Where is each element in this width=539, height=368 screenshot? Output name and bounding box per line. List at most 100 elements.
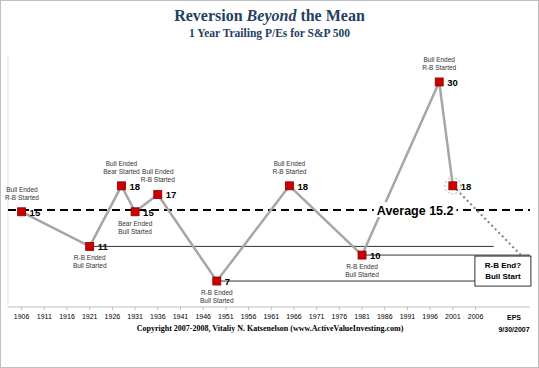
marker xyxy=(213,277,221,285)
data-label: 18 xyxy=(297,181,308,192)
marker xyxy=(435,78,443,86)
x-tick-label: 1961 xyxy=(263,313,279,320)
x-tick-label: 1916 xyxy=(59,313,75,320)
marker xyxy=(358,251,366,259)
point-note: Bull Ended xyxy=(142,168,174,175)
data-label: 30 xyxy=(447,77,458,88)
y-axis xyxy=(8,56,9,307)
x-tick xyxy=(271,307,272,310)
x-tick xyxy=(452,307,453,310)
data-label: 7 xyxy=(225,276,230,287)
reference-label: Average 15.2 xyxy=(377,204,454,218)
projection-start xyxy=(445,178,461,194)
point-note: Bull Started xyxy=(73,262,107,269)
x-tick xyxy=(430,307,431,310)
end-note: Bull Start xyxy=(485,272,521,281)
x-tick xyxy=(203,307,204,310)
x-tick xyxy=(67,307,68,310)
copyright: Copyright 2007-2008, Vitaliy N. Katsenel… xyxy=(137,324,404,333)
series-line xyxy=(22,82,453,281)
x-tick-label: 1931 xyxy=(127,313,143,320)
point-note: R-B Started xyxy=(5,194,39,201)
point-note: R-B Ended xyxy=(346,263,378,270)
x-tick-label: 1966 xyxy=(286,313,302,320)
reference-label-bg xyxy=(374,202,457,217)
x-tick-label: 1911 xyxy=(37,313,52,320)
data-label: 18 xyxy=(461,181,472,192)
x-tick-label: 1926 xyxy=(105,313,121,320)
chart: Reversion Beyond the Mean 1 Year Trailing… xyxy=(0,0,539,368)
end-note: R-B End? xyxy=(485,261,522,270)
reference-line xyxy=(362,255,530,256)
data-label: 11 xyxy=(98,241,109,252)
subtitle: 1 Year Trailing P/Es for S&P 500 xyxy=(189,27,350,40)
x-tick-label: 2006 xyxy=(468,313,484,320)
x-tick-label: 1991 xyxy=(400,313,416,320)
point-note: R-B Started xyxy=(422,64,456,71)
point-note: Bull Started xyxy=(118,228,152,235)
point-note: R-B Ended xyxy=(74,254,106,261)
marker xyxy=(117,182,125,190)
point-note: Bull Ended xyxy=(106,160,138,167)
point-note: Bull Ended xyxy=(274,160,306,167)
frame xyxy=(1,1,539,368)
x-tick xyxy=(475,307,476,310)
x-tick-label: 1906 xyxy=(14,313,30,320)
data-label: 17 xyxy=(166,189,177,200)
title-part: Reversion xyxy=(174,7,246,24)
point-note: R-B Started xyxy=(272,168,306,175)
marker xyxy=(154,190,162,198)
point-note: R-B Started xyxy=(141,176,175,183)
x-axis xyxy=(8,307,530,308)
x-tick xyxy=(225,307,226,310)
x-tick-label: 1951 xyxy=(218,313,234,320)
marker xyxy=(285,182,293,190)
axis-note: 9/30/2007 xyxy=(498,326,529,333)
point-note: Bull Ended xyxy=(423,56,455,63)
marker xyxy=(86,242,94,250)
x-tick xyxy=(135,307,136,310)
point-note: Bull Started xyxy=(200,297,234,304)
point-note: Bull Ended xyxy=(6,186,38,193)
data-label: 10 xyxy=(370,250,381,261)
x-tick-label: 1986 xyxy=(377,313,393,320)
x-tick-label: 2001 xyxy=(445,313,461,320)
axis-note: EPS xyxy=(507,314,521,321)
x-tick-label: 1976 xyxy=(332,313,348,320)
series-line xyxy=(453,186,521,255)
x-tick xyxy=(112,307,113,310)
marker xyxy=(18,208,26,216)
x-tick-label: 1921 xyxy=(82,313,98,320)
x-tick xyxy=(248,307,249,310)
x-tick xyxy=(21,307,22,310)
title-emphasis: Beyond xyxy=(246,7,298,25)
data-label: 15 xyxy=(30,207,41,218)
x-tick xyxy=(362,307,363,310)
x-tick xyxy=(339,307,340,310)
end-note-box xyxy=(475,256,531,286)
point-note: Bear Started xyxy=(103,168,140,175)
x-tick-label: 1936 xyxy=(150,313,166,320)
marker xyxy=(131,208,139,216)
x-tick-label: 1971 xyxy=(309,313,325,320)
x-tick xyxy=(316,307,317,310)
marker xyxy=(449,182,457,190)
x-tick-label: 1981 xyxy=(354,313,370,320)
x-tick xyxy=(180,307,181,310)
point-note: Bull Started xyxy=(345,271,379,278)
x-tick xyxy=(384,307,385,310)
reference-line xyxy=(90,246,494,247)
data-label: 18 xyxy=(129,181,140,192)
x-tick-label: 1941 xyxy=(173,313,189,320)
data-label: 15 xyxy=(143,207,154,218)
point-note: Bear Ended xyxy=(118,220,153,227)
title: Reversion Beyond the Mean xyxy=(174,7,365,25)
x-tick xyxy=(89,307,90,310)
x-tick xyxy=(407,307,408,310)
title-part: the Mean xyxy=(296,7,365,24)
x-tick xyxy=(44,307,45,310)
x-tick-label: 1956 xyxy=(241,313,257,320)
x-tick xyxy=(157,307,158,310)
plot-area xyxy=(8,78,530,285)
point-note: R-B Ended xyxy=(201,289,233,296)
